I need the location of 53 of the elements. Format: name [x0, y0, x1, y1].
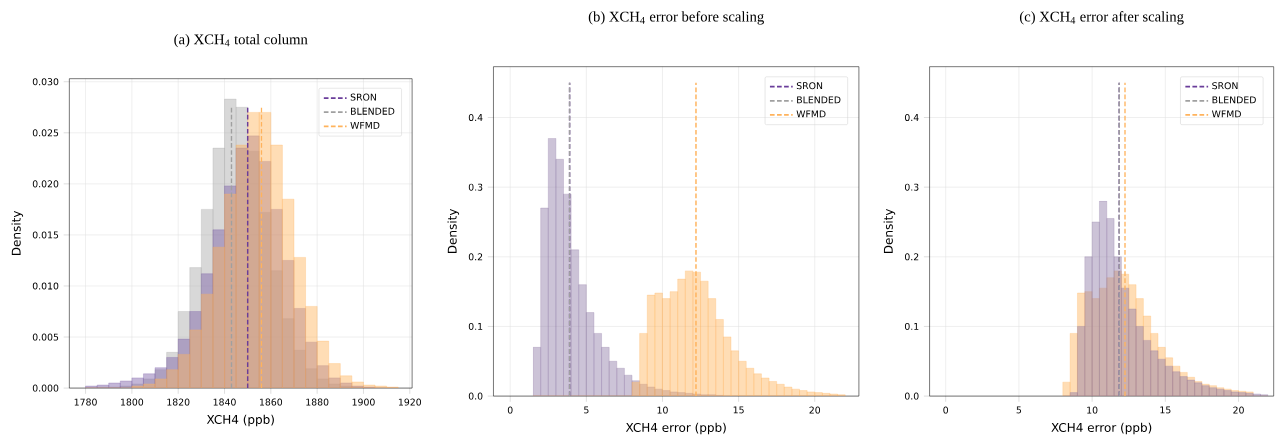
x-tick-label: 15: [733, 406, 744, 414]
x-axis-title: XCH4 error (ppb): [625, 422, 726, 435]
x-tick-label: 20: [1233, 406, 1244, 414]
x-tick-label: 1920: [398, 398, 422, 406]
chart-title: (c) XCH$_{4}$ error after scaling: [1019, 11, 1184, 25]
legend-label: BLENDED: [797, 96, 841, 104]
x-tick-label: 1840: [213, 398, 236, 406]
y-tick-label: 0.1: [904, 323, 919, 331]
chart-title: (b) XCH$_{4}$ error before scaling: [588, 11, 764, 25]
y-tick-label: 0.2: [468, 253, 483, 261]
x-tick-label: 0: [507, 406, 513, 414]
x-tick-label: 20: [809, 406, 821, 414]
y-tick-label: 0.025: [32, 129, 59, 137]
legend-label: SRON: [796, 82, 823, 90]
y-tick-label: 0.0: [904, 392, 919, 400]
x-tick-label: 10: [657, 406, 668, 414]
legend-label: SRON: [1212, 82, 1238, 90]
y-tick-label: 0.030: [32, 78, 59, 86]
y-tick-label: 0.000: [32, 384, 59, 392]
x-tick-label: 1880: [306, 398, 329, 406]
y-tick-label: 0.2: [904, 253, 919, 261]
x-tick-label: 1860: [259, 398, 283, 406]
y-tick-label: 0.010: [32, 282, 59, 290]
legend-label: SRON: [350, 93, 376, 101]
x-tick-label: 1780: [74, 398, 97, 406]
x-axis-title: XCH4 error (ppb): [1051, 422, 1152, 435]
legend-label: BLENDED: [1212, 96, 1256, 104]
x-axis-title: XCH4 (ppb): [206, 414, 274, 427]
x-tick-label: 1800: [121, 398, 144, 406]
legend-label: BLENDED: [351, 107, 395, 115]
y-tick-label: 0.015: [32, 231, 59, 239]
y-tick-label: 0.020: [32, 180, 59, 188]
y-tick-label: 0.0: [468, 392, 483, 400]
y-tick-label: 0.4: [468, 114, 483, 122]
y-tick-label: 0.3: [468, 183, 483, 191]
x-tick-label: 0: [943, 406, 949, 414]
x-tick-label: 5: [584, 406, 589, 414]
x-tick-label: 1820: [167, 398, 190, 406]
x-tick-label: 5: [1016, 406, 1022, 414]
y-tick-label: 0.3: [904, 183, 919, 191]
chart-title: (a) XCH$_{4}$ total column: [174, 34, 308, 48]
y-axis-title: Density: [883, 209, 896, 254]
y-tick-label: 0.1: [468, 323, 483, 331]
x-tick-label: 15: [1160, 406, 1171, 414]
x-tick-label: 1900: [352, 398, 375, 406]
y-tick-label: 0.005: [32, 333, 59, 341]
y-axis-title: Density: [11, 211, 24, 256]
x-tick-label: 10: [1087, 406, 1098, 414]
legend-label: WFMD: [350, 122, 380, 129]
legend-label: WFMD: [796, 110, 826, 118]
legend-label: WFMD: [1211, 110, 1241, 118]
y-axis-title: Density: [447, 209, 460, 254]
y-tick-label: 0.4: [904, 114, 919, 122]
